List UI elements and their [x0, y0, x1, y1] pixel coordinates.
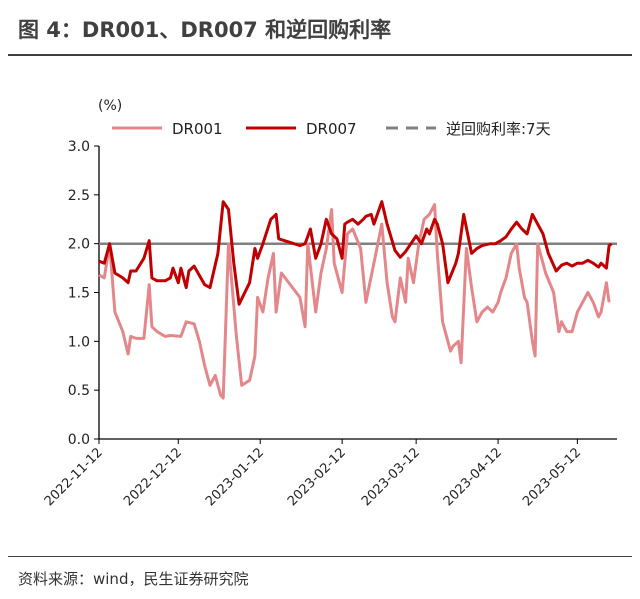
x-tick-label: 2022-12-12 — [121, 445, 185, 509]
x-tick-label: 2023-01-12 — [203, 445, 267, 509]
y-tick-label: 2.5 — [68, 188, 90, 204]
y-tick-label: 3.0 — [68, 139, 90, 155]
y-tick-label: 1.0 — [68, 334, 90, 350]
top-rule — [8, 54, 632, 56]
legend-label: 逆回购利率:7天 — [446, 120, 551, 138]
x-tick-label: 2023-03-12 — [359, 445, 423, 509]
x-tick-label: 2023-02-12 — [285, 445, 349, 509]
y-axis-unit: (%) — [98, 98, 122, 114]
x-tick-label: 2022-11-12 — [42, 445, 106, 509]
legend-label: DR007 — [306, 120, 357, 138]
source-note: 资料来源：wind，民生证券研究院 — [18, 570, 249, 588]
bottom-rule — [8, 556, 632, 557]
legend-label: DR001 — [172, 120, 223, 138]
y-tick-label: 1.5 — [68, 286, 90, 302]
y-tick-label: 2.0 — [68, 237, 90, 253]
x-tick-label: 2023-05-12 — [520, 445, 584, 509]
series-line-DR001 — [98, 203, 611, 400]
x-tick-label: 2023-04-12 — [441, 445, 505, 509]
figure-title: 图 4：DR001、DR007 和逆回购利率 — [18, 18, 392, 42]
y-tick-label: 0.5 — [68, 383, 90, 399]
series-line-DR007 — [98, 200, 613, 306]
y-tick-label: 0.0 — [68, 432, 90, 448]
